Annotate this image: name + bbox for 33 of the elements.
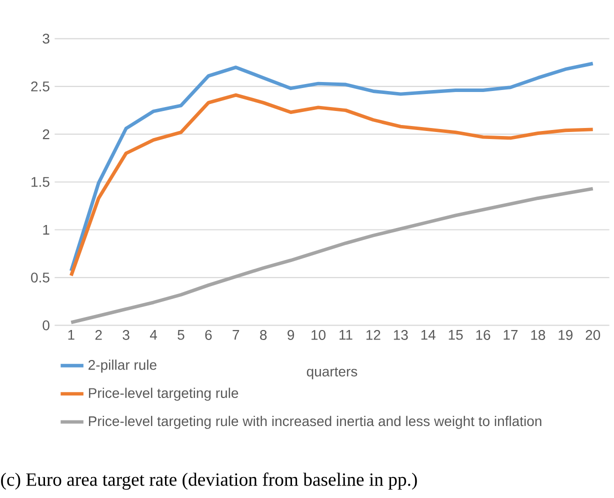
x-tick-label: 13 bbox=[394, 330, 408, 340]
x-tick-label: 3 bbox=[122, 330, 130, 340]
legend-label: Price-level targeting rule bbox=[88, 388, 238, 401]
legend-label: Price-level targeting rule with increased inertia and less weight to inflation bbox=[88, 416, 542, 429]
x-tick-label: 4 bbox=[150, 330, 157, 340]
x-tick-label: 10 bbox=[312, 330, 326, 340]
text: (c) Euro area target rate (deviation from baseline in pp.) bbox=[1, 472, 417, 490]
x-tick-label: 16 bbox=[476, 330, 490, 340]
y-tick-label: 0.5 bbox=[31, 272, 50, 283]
y-tick-label: 0 bbox=[42, 320, 50, 330]
x-tick-label: 11 bbox=[340, 330, 352, 340]
x-tick-label: 17 bbox=[504, 330, 518, 340]
y-tick-label: 1.5 bbox=[32, 177, 50, 187]
y-tick-label: 2 bbox=[42, 129, 50, 140]
x-tick-label: 7 bbox=[232, 330, 240, 340]
x-tick-label: 2 bbox=[95, 330, 102, 340]
x-tick-label: 15 bbox=[448, 330, 463, 340]
y-tick-label: 1 bbox=[43, 224, 50, 235]
x-tick-label: 1 bbox=[68, 330, 74, 340]
x-tick-label: 9 bbox=[288, 330, 294, 340]
legend-label: 2-pillar rule bbox=[88, 360, 156, 373]
x-tick-label: 5 bbox=[178, 330, 184, 340]
x-tick-label: 19 bbox=[558, 330, 573, 340]
x-tick-label: 6 bbox=[205, 330, 212, 340]
x-tick-label: 20 bbox=[586, 330, 600, 340]
x-axis-title: quarters bbox=[306, 367, 358, 380]
line-series bbox=[69, 62, 595, 273]
x-tick-label: 8 bbox=[260, 330, 267, 340]
x-tick-label: 12 bbox=[366, 330, 380, 340]
y-tick-label: 2.5 bbox=[31, 81, 50, 92]
y-tick-label: 3 bbox=[42, 34, 50, 44]
x-tick-label: 18 bbox=[531, 330, 546, 340]
x-tick-label: 14 bbox=[421, 330, 436, 340]
